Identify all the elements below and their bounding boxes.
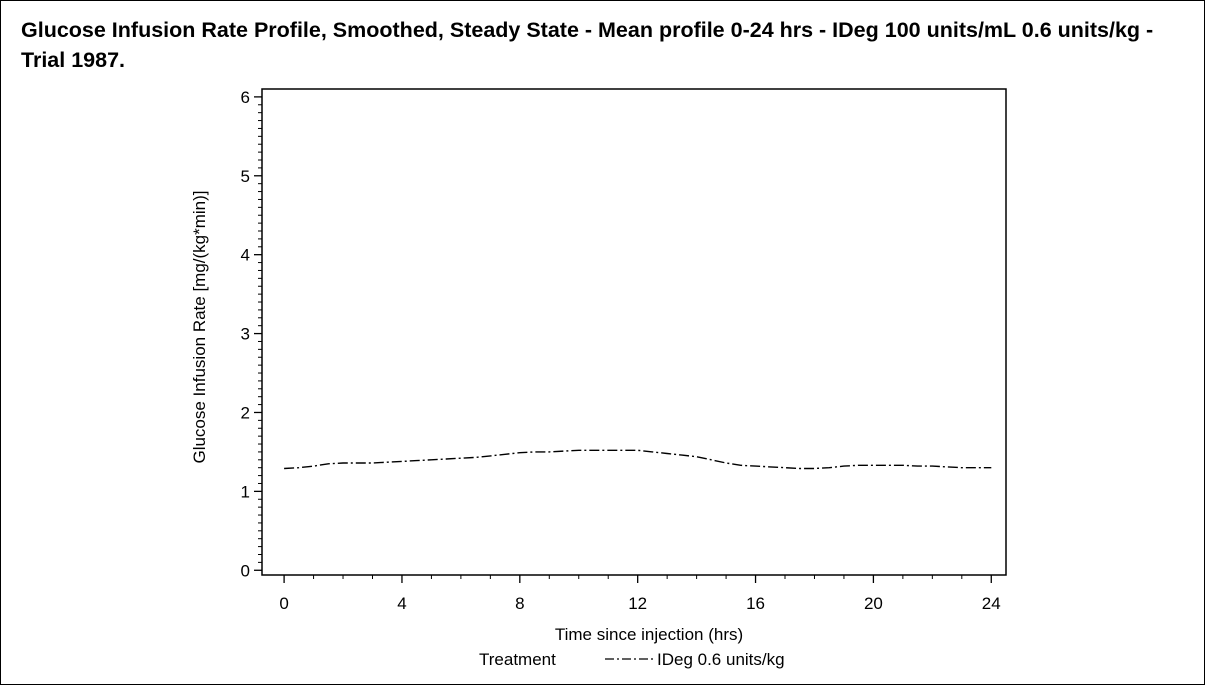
y-tick-label: 1 <box>241 482 250 501</box>
x-axis-label: Time since injection (hrs) <box>555 625 743 644</box>
x-tick-label: 4 <box>397 594 406 613</box>
series-layer <box>284 449 992 470</box>
legend-title: Treatment <box>479 650 556 669</box>
x-tick-label: 20 <box>864 594 883 613</box>
y-tick-label: 6 <box>241 88 250 107</box>
x-axis: 0 4 8 12 16 20 24 <box>279 575 1001 613</box>
y-tick-label: 4 <box>241 246 250 265</box>
y-tick-label: 3 <box>241 325 250 344</box>
chart-title: Glucose Infusion Rate Profile, Smoothed,… <box>21 18 1154 72</box>
x-tick-label: 24 <box>982 594 1001 613</box>
legend-label: IDeg 0.6 units/kg <box>657 650 785 669</box>
x-tick-label: 0 <box>279 594 288 613</box>
x-tick-label: 12 <box>628 594 647 613</box>
plot-area-frame <box>261 88 1007 576</box>
x-tick-label: 8 <box>515 594 524 613</box>
y-tick-label: 0 <box>241 561 250 580</box>
legend: Treatment IDeg 0.6 units/kg <box>479 650 785 669</box>
y-tick-label: 2 <box>241 403 250 422</box>
series-line <box>284 449 992 470</box>
x-tick-label: 16 <box>746 594 765 613</box>
y-axis-label: Glucose Infusion Rate [mg/(kg*min)] <box>190 190 209 463</box>
y-axis: 0 1 2 3 4 5 6 <box>241 88 262 580</box>
y-tick-label: 5 <box>241 167 250 186</box>
